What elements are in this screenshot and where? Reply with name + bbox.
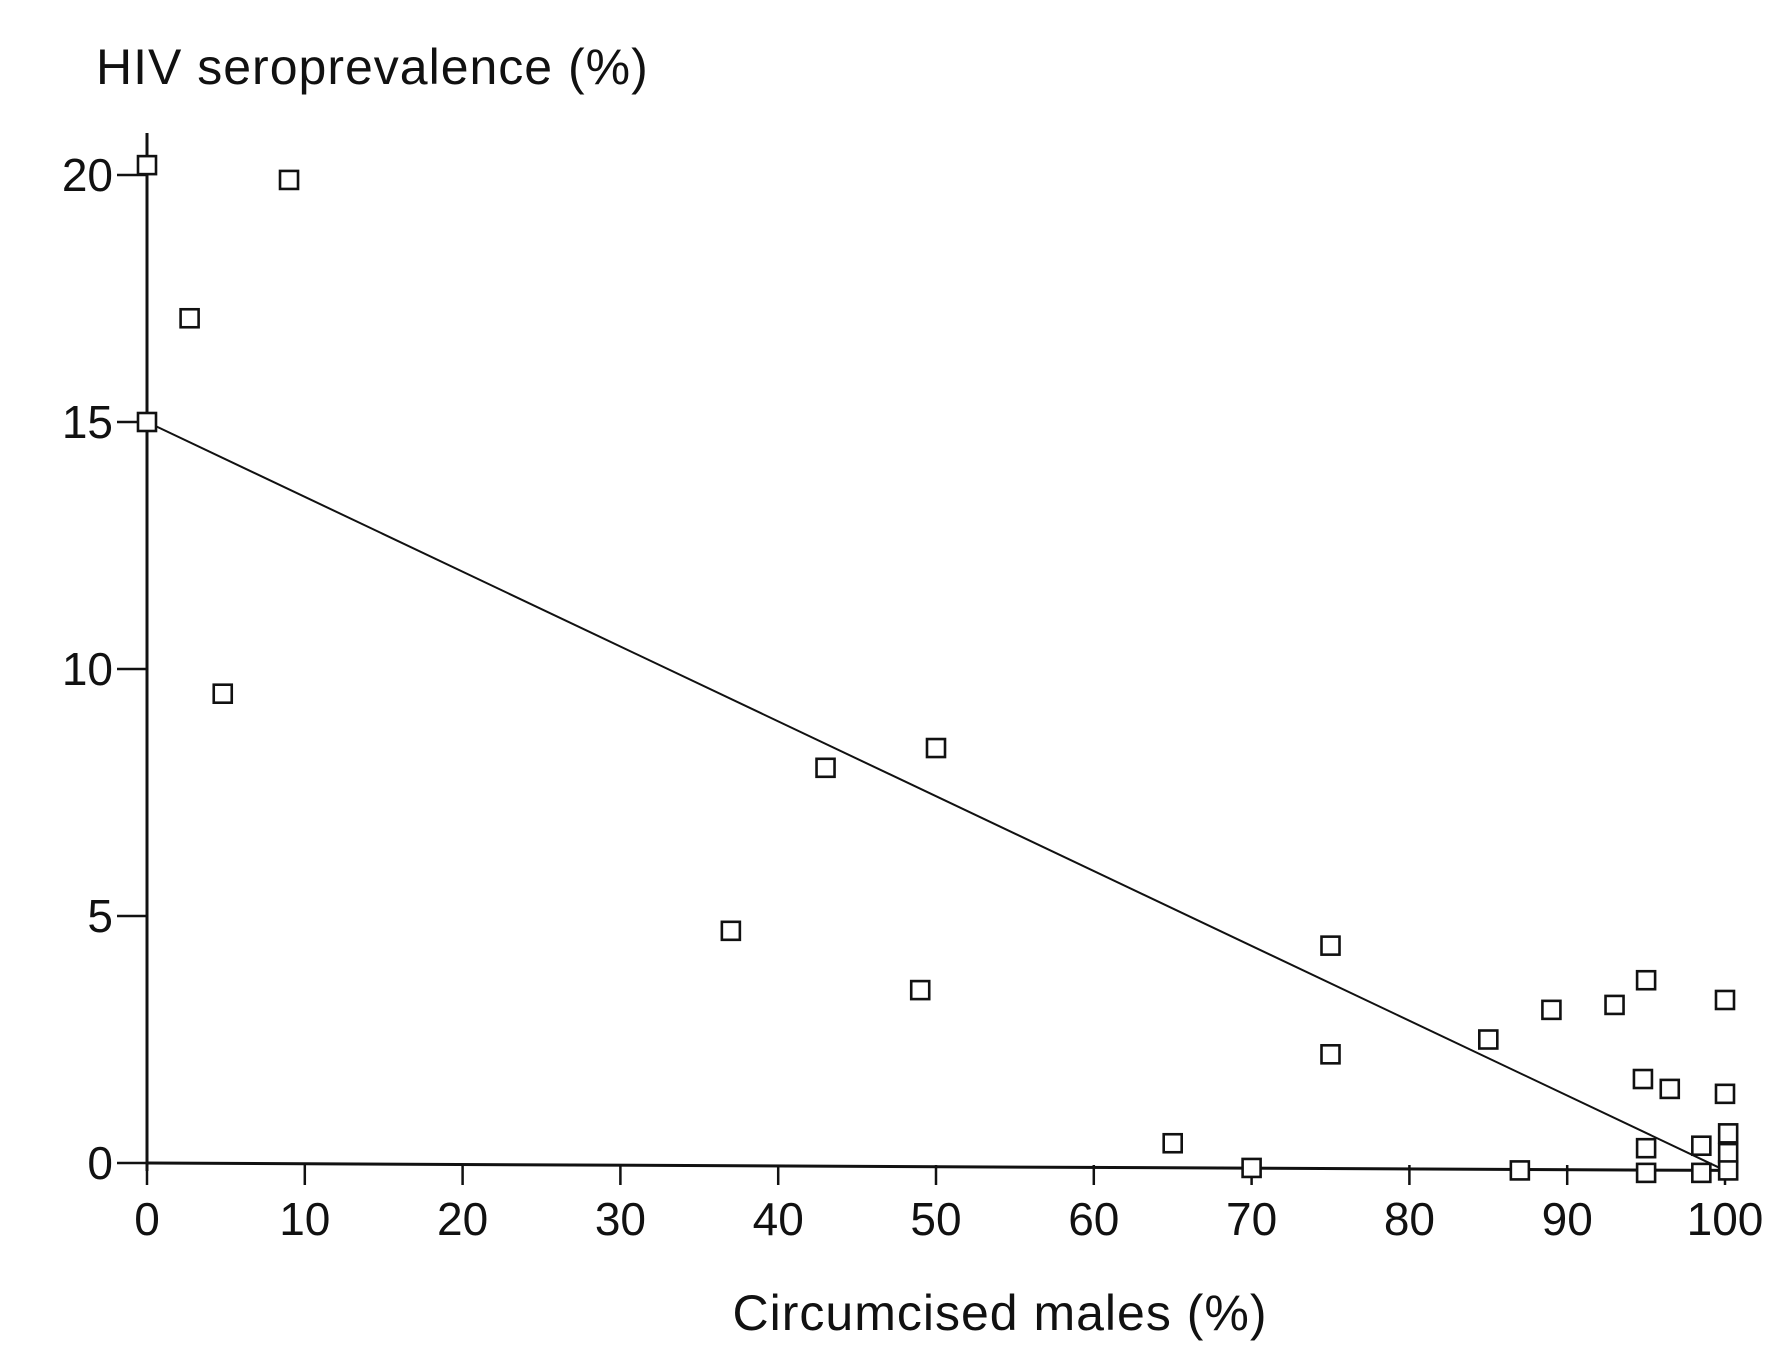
data-point xyxy=(720,920,742,942)
data-point xyxy=(1478,1029,1499,1050)
x-tick-label: 60 xyxy=(1068,1193,1119,1245)
data-point xyxy=(1162,1132,1183,1154)
fit-lines xyxy=(146,421,1726,1172)
x-tick-label: 70 xyxy=(1226,1193,1277,1245)
regression-line xyxy=(146,421,1726,1172)
y-tick-label: 20 xyxy=(62,149,113,201)
data-point xyxy=(1635,1162,1657,1184)
data-point xyxy=(1714,1083,1736,1105)
data-point xyxy=(179,307,200,329)
data-point xyxy=(136,154,158,176)
data-point xyxy=(212,683,234,705)
data-point xyxy=(1241,1157,1262,1179)
data-point xyxy=(136,411,158,433)
data-point xyxy=(1509,1160,1531,1181)
y-tick-label: 15 xyxy=(62,396,113,448)
x-axis-line xyxy=(146,1161,1726,1172)
data-point xyxy=(1717,1142,1739,1164)
data-point xyxy=(1717,1123,1739,1144)
y-tick-label: 5 xyxy=(87,890,113,942)
x-tick-label: 80 xyxy=(1384,1193,1435,1245)
x-axis-title: Circumcised males (%) xyxy=(733,1285,1268,1341)
data-point xyxy=(815,757,836,779)
y-tick-label: 10 xyxy=(62,643,113,695)
y-tick-label: 0 xyxy=(87,1137,113,1189)
data-point xyxy=(278,169,300,191)
x-tick-label: 30 xyxy=(595,1193,646,1245)
data-point xyxy=(1604,994,1625,1016)
x-tick-label: 50 xyxy=(910,1193,961,1245)
data-point xyxy=(1320,935,1341,956)
data-point xyxy=(1691,1135,1712,1157)
data-point xyxy=(1541,999,1562,1021)
data-point xyxy=(1714,989,1736,1011)
data-point xyxy=(1717,1160,1739,1181)
data-point xyxy=(1659,1078,1681,1100)
data-point xyxy=(1632,1068,1654,1090)
ticks: 0 5 10 15 20 0 10 20 30 40 50 60 70 80 90 100 xyxy=(62,149,1764,1245)
data-point xyxy=(1691,1162,1712,1184)
x-tick-label: 100 xyxy=(1687,1193,1764,1245)
data-point xyxy=(1320,1044,1341,1065)
x-tick-label: 20 xyxy=(437,1193,488,1245)
data-point xyxy=(925,737,947,759)
y-axis-title: HIV seroprevalence (%) xyxy=(96,39,649,95)
x-tick-label: 0 xyxy=(134,1193,160,1245)
data-point xyxy=(1635,969,1657,991)
x-tick-label: 40 xyxy=(753,1193,804,1245)
data-points xyxy=(136,154,1739,1184)
x-tick-label: 90 xyxy=(1542,1193,1593,1245)
data-point xyxy=(909,979,931,1001)
data-point xyxy=(1635,1137,1657,1159)
x-tick-label: 10 xyxy=(279,1193,330,1245)
